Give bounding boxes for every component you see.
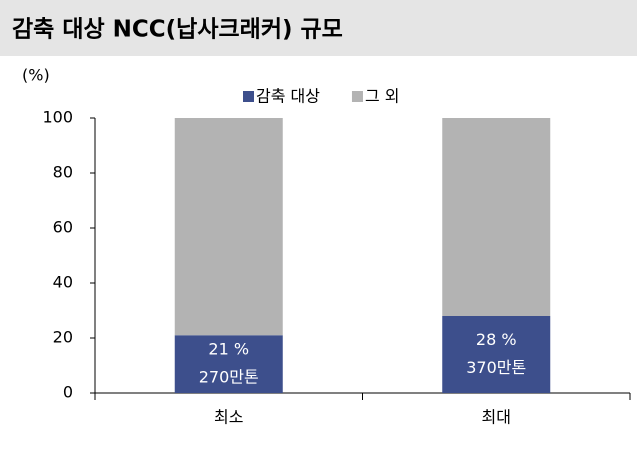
legend-label: 그 외	[365, 87, 400, 106]
x-tick-label: 최소	[214, 408, 243, 427]
title-band	[0, 0, 637, 56]
y-tick-label: 40	[53, 273, 73, 292]
value-label: 21 %	[208, 340, 249, 359]
chart-title: 감축 대상 NCC(납사크래커) 규모	[12, 17, 343, 43]
value-label: 28 %	[476, 330, 517, 349]
bar-segment	[174, 335, 283, 393]
x-tick-label: 최대	[482, 408, 511, 427]
y-tick-label: 100	[42, 108, 73, 127]
y-tick-label: 80	[53, 163, 73, 182]
y-tick-label: 20	[53, 328, 73, 347]
annotation: 370만톤	[466, 358, 526, 377]
bar-segment	[442, 118, 551, 316]
legend-swatch	[351, 91, 363, 102]
bar-segment	[442, 316, 551, 393]
y-tick-label: 60	[53, 218, 73, 237]
y-tick-label: 0	[63, 383, 73, 402]
annotation: 270만톤	[199, 368, 259, 387]
legend-swatch	[243, 91, 254, 102]
bar-segment	[174, 118, 283, 336]
y-unit: (%)	[22, 66, 50, 85]
legend-label: 감축 대상	[256, 87, 320, 106]
